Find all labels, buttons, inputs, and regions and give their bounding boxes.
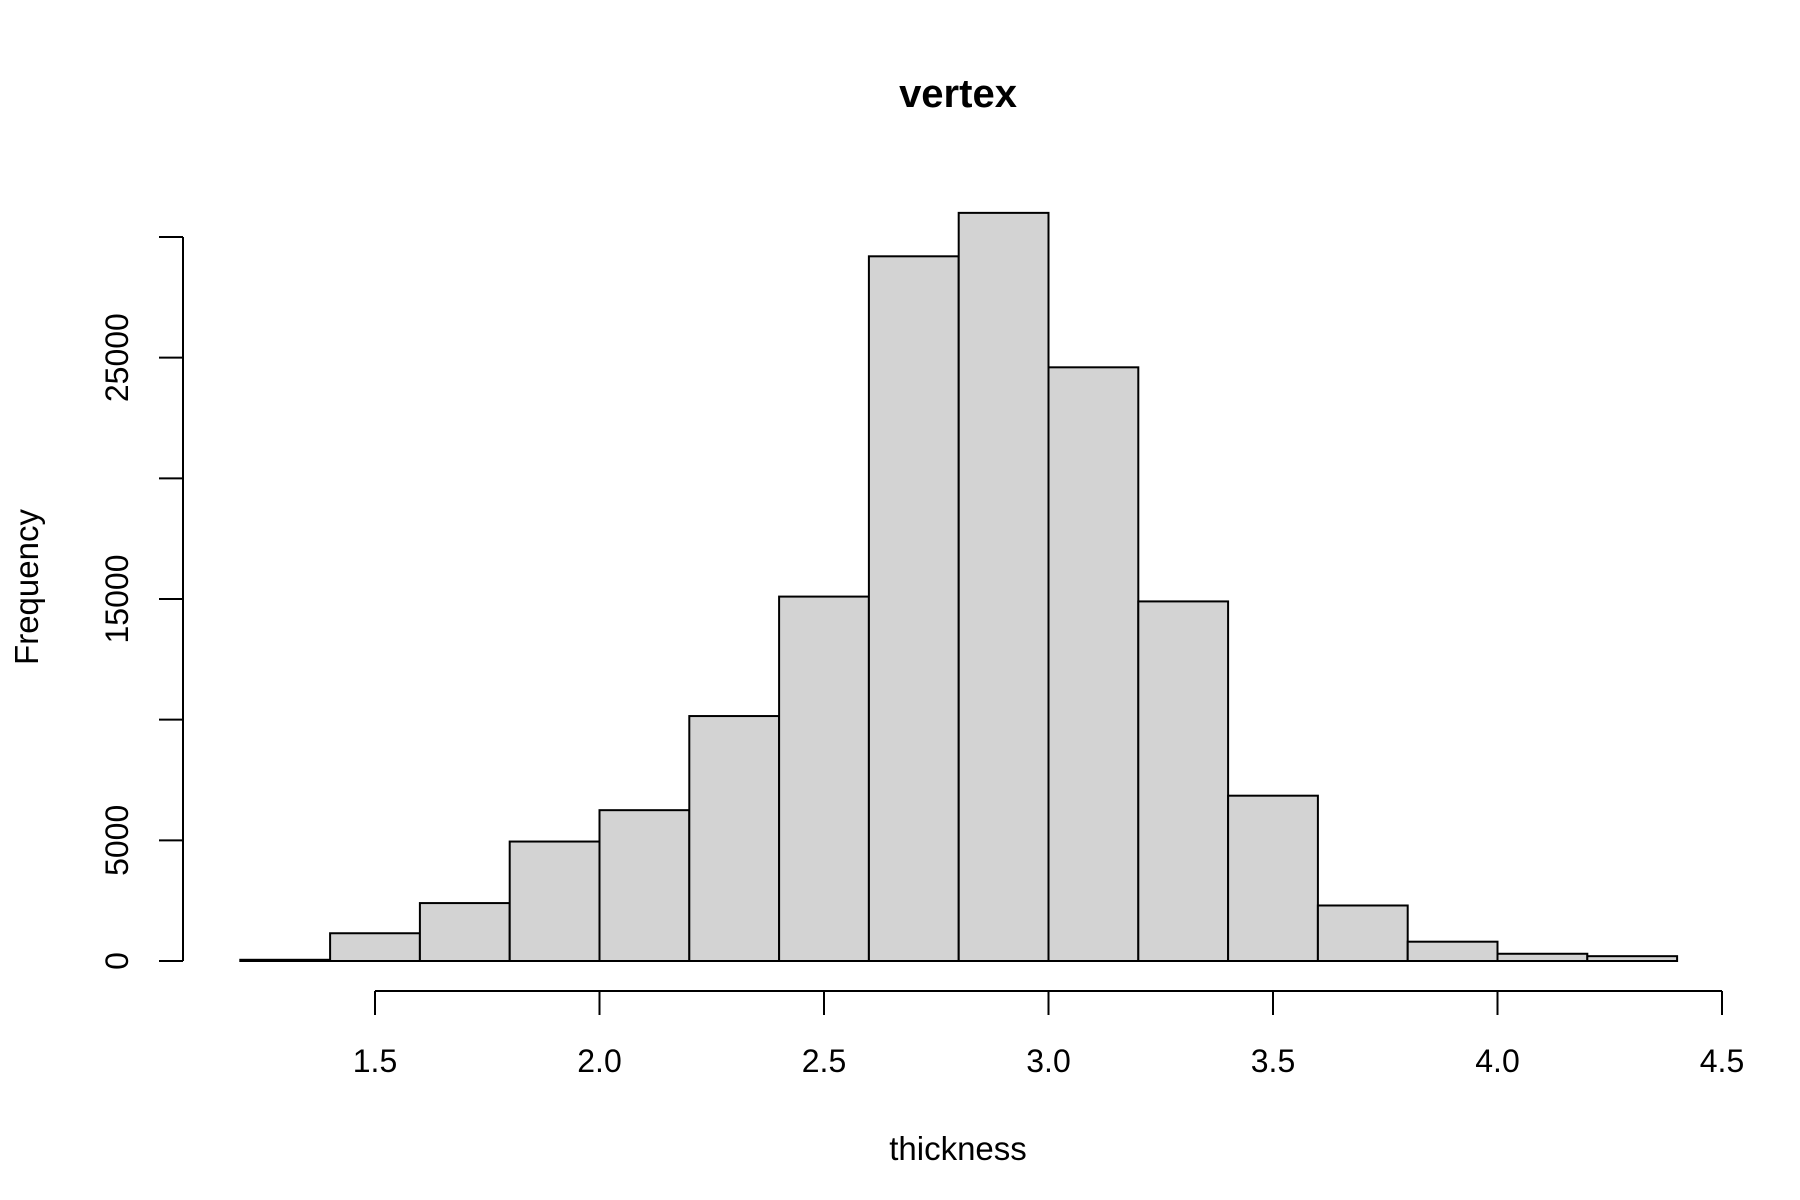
y-tick-label: 0 [99,952,135,970]
histogram-bar [778,595,870,963]
histogram-bar [867,255,960,962]
histogram-bar [1047,366,1140,962]
histogram-bar [1227,794,1319,962]
histogram-bar [1586,955,1679,962]
x-tick-label: 2.0 [577,1043,621,1079]
histogram-bar [688,715,781,962]
x-tick-label: 3.0 [1026,1043,1070,1079]
histogram-bar [239,958,332,962]
histogram-bar [418,902,511,963]
histogram-bar [598,809,691,962]
x-tick-label: 4.5 [1700,1043,1744,1079]
x-tick-label: 4.0 [1475,1043,1519,1079]
x-tick-label: 2.5 [802,1043,846,1079]
y-tick-label: 5000 [99,805,135,876]
x-axis: 1.5 2.0 2.5 3.0 3.5 4.0 4.5 [353,990,1744,1079]
x-axis-title: thickness [889,1130,1027,1167]
histogram-bar [1406,940,1499,963]
histogram-bar [1137,600,1230,962]
histogram-bar [508,840,601,962]
x-tick-label: 1.5 [353,1043,397,1079]
histogram-bar [1496,952,1589,963]
bars-group [239,211,1679,963]
chart-title: vertex [899,72,1017,116]
histogram-bar [957,211,1050,962]
histogram-bar [1316,904,1409,962]
y-axis: 0 5000 15000 25000 [99,236,184,970]
histogram-bar [329,932,421,962]
y-axis-title: Frequency [8,509,45,665]
x-tick-label: 3.5 [1251,1043,1295,1079]
y-tick-label: 25000 [99,313,135,402]
y-tick-label: 15000 [99,555,135,644]
